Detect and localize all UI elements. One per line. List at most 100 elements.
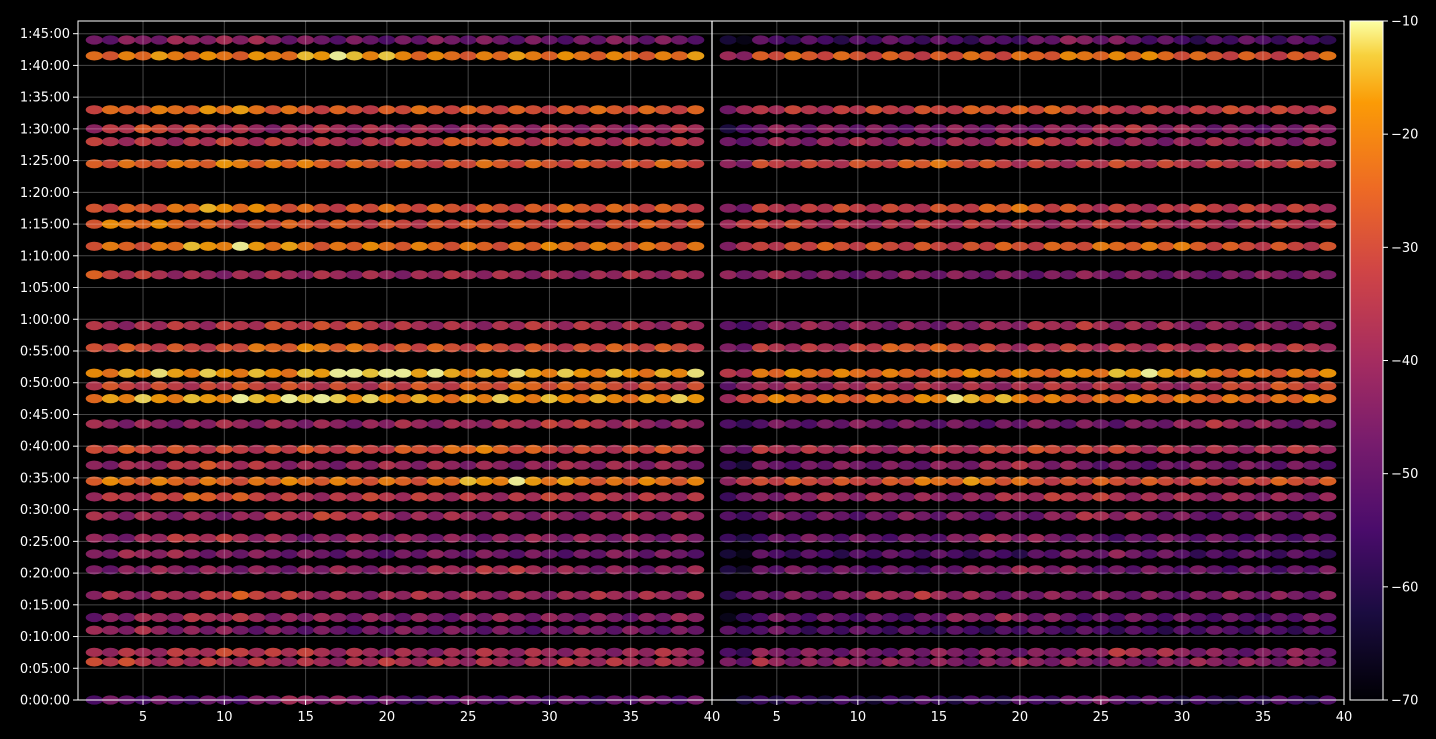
heatmap-cell	[297, 35, 315, 45]
heatmap-cell	[800, 241, 818, 251]
heatmap-cell	[897, 565, 916, 575]
heatmap-cell	[719, 203, 737, 213]
heatmap-cell	[394, 533, 412, 543]
heatmap-cell	[329, 124, 347, 134]
heatmap-cell	[134, 460, 152, 470]
heatmap-cell	[800, 590, 818, 600]
heatmap-cell	[784, 137, 802, 147]
heatmap-cell	[557, 159, 575, 169]
heatmap-cell	[1108, 647, 1126, 658]
heatmap-cell	[1092, 368, 1110, 378]
heatmap-cell	[589, 549, 607, 559]
heatmap-cell	[995, 105, 1013, 115]
heatmap-cell	[849, 549, 867, 559]
heatmap-cell	[1270, 657, 1288, 667]
heatmap-cell	[313, 549, 331, 559]
heatmap-cell	[1222, 381, 1240, 391]
heatmap-cell	[978, 511, 997, 521]
heatmap-cell	[85, 444, 103, 454]
heatmap-cell	[735, 533, 754, 543]
heatmap-cell	[475, 241, 493, 251]
heatmap-cell	[378, 381, 396, 391]
heatmap-cell	[524, 105, 542, 115]
heatmap-cell	[1303, 549, 1321, 559]
heatmap-cell	[1124, 657, 1142, 667]
heatmap-cell	[719, 270, 737, 280]
heatmap-cell	[1286, 612, 1304, 623]
heatmap-cell	[605, 51, 624, 61]
heatmap-cell	[881, 492, 899, 502]
heatmap-cell	[1027, 368, 1045, 378]
heatmap-cell	[443, 368, 461, 378]
heatmap-cell	[1011, 51, 1029, 61]
heatmap-cell	[492, 368, 510, 378]
heatmap-cell	[1238, 549, 1256, 559]
heatmap-cell	[150, 105, 168, 115]
heatmap-cell	[1157, 612, 1175, 623]
heatmap-cell	[1254, 444, 1272, 454]
heatmap-cell	[768, 381, 786, 391]
heatmap-cell	[183, 460, 201, 470]
heatmap-cell	[492, 321, 510, 331]
y-tick-label: 1:45:00	[20, 27, 70, 42]
heatmap-cell	[1043, 394, 1061, 404]
heatmap-cell	[85, 137, 103, 147]
heatmap-cell	[101, 612, 120, 623]
heatmap-cell	[1157, 321, 1175, 331]
heatmap-cell	[508, 492, 526, 502]
heatmap-cell	[995, 657, 1013, 667]
heatmap-cell	[784, 35, 802, 45]
heatmap-cell	[1173, 219, 1191, 229]
heatmap-cell	[410, 368, 428, 378]
heatmap-cell	[735, 492, 754, 502]
heatmap-cell	[865, 368, 883, 378]
heatmap-cell	[1027, 159, 1045, 169]
heatmap-cell	[865, 159, 883, 169]
heatmap-cell	[735, 35, 754, 45]
heatmap-cell	[1205, 565, 1223, 575]
heatmap-cell	[995, 270, 1013, 280]
heatmap-cell	[589, 105, 607, 115]
heatmap-cell	[85, 368, 103, 378]
heatmap-cell	[687, 460, 705, 470]
heatmap-cell	[101, 565, 120, 575]
heatmap-cell	[524, 657, 542, 667]
heatmap-cell	[1011, 203, 1029, 213]
heatmap-cell	[735, 105, 754, 115]
heatmap-cell	[101, 159, 120, 169]
heatmap-cell	[297, 137, 315, 147]
heatmap-cell	[1043, 219, 1061, 229]
heatmap-cell	[264, 270, 282, 280]
heatmap-cell	[622, 381, 640, 391]
heatmap-cell	[719, 321, 737, 331]
heatmap-cell	[784, 460, 802, 470]
heatmap-cell	[752, 419, 770, 429]
heatmap-cell	[946, 511, 964, 521]
heatmap-cell	[752, 511, 770, 521]
heatmap-cell	[914, 460, 932, 470]
heatmap-cell	[995, 460, 1013, 470]
heatmap-cell	[540, 394, 559, 404]
heatmap-cell	[622, 241, 640, 251]
heatmap-cell	[215, 565, 233, 575]
heatmap-cell	[962, 444, 980, 454]
heatmap-cell	[1205, 492, 1223, 502]
heatmap-cell	[914, 270, 932, 280]
heatmap-cell	[1254, 270, 1272, 280]
heatmap-cell	[1027, 657, 1045, 667]
heatmap-cell	[1140, 159, 1159, 169]
heatmap-cell	[670, 549, 689, 559]
heatmap-cell	[362, 612, 380, 623]
heatmap-cell	[557, 511, 575, 521]
heatmap-cell	[427, 124, 445, 134]
heatmap-cell	[329, 565, 347, 575]
heatmap-cell	[199, 565, 217, 575]
heatmap-cell	[557, 241, 575, 251]
heatmap-cell	[1157, 533, 1175, 543]
heatmap-cell	[492, 647, 510, 658]
heatmap-cell	[215, 219, 233, 229]
heatmap-cell	[1059, 137, 1078, 147]
heatmap-cell	[524, 241, 542, 251]
heatmap-cell	[394, 219, 412, 229]
heatmap-cell	[833, 394, 851, 404]
